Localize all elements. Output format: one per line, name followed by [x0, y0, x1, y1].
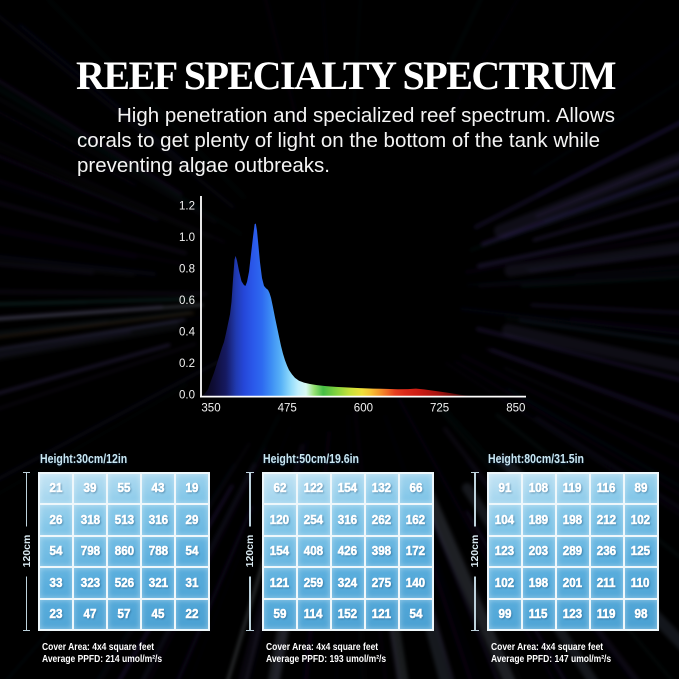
- svg-text:475: 475: [278, 403, 297, 415]
- svg-text:725: 725: [430, 403, 449, 415]
- svg-text:0.6: 0.6: [179, 295, 195, 307]
- svg-text:1.2: 1.2: [179, 201, 195, 213]
- svg-text:850: 850: [506, 403, 525, 415]
- svg-text:600: 600: [354, 403, 373, 415]
- svg-text:0.0: 0.0: [179, 390, 195, 402]
- svg-text:0.2: 0.2: [179, 358, 195, 370]
- svg-text:350: 350: [201, 403, 220, 415]
- svg-text:1.0: 1.0: [179, 232, 195, 244]
- svg-text:0.4: 0.4: [179, 327, 196, 339]
- svg-text:0.8: 0.8: [179, 264, 195, 276]
